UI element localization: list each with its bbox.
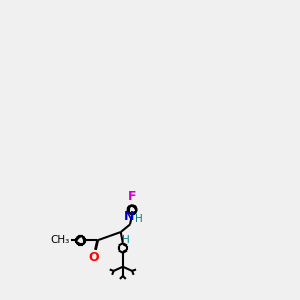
Text: F: F: [128, 190, 136, 203]
Text: CH₃: CH₃: [51, 236, 70, 245]
Text: H: H: [135, 214, 143, 224]
Text: H: H: [122, 235, 130, 244]
Text: O: O: [88, 251, 99, 264]
Text: N: N: [124, 210, 134, 223]
